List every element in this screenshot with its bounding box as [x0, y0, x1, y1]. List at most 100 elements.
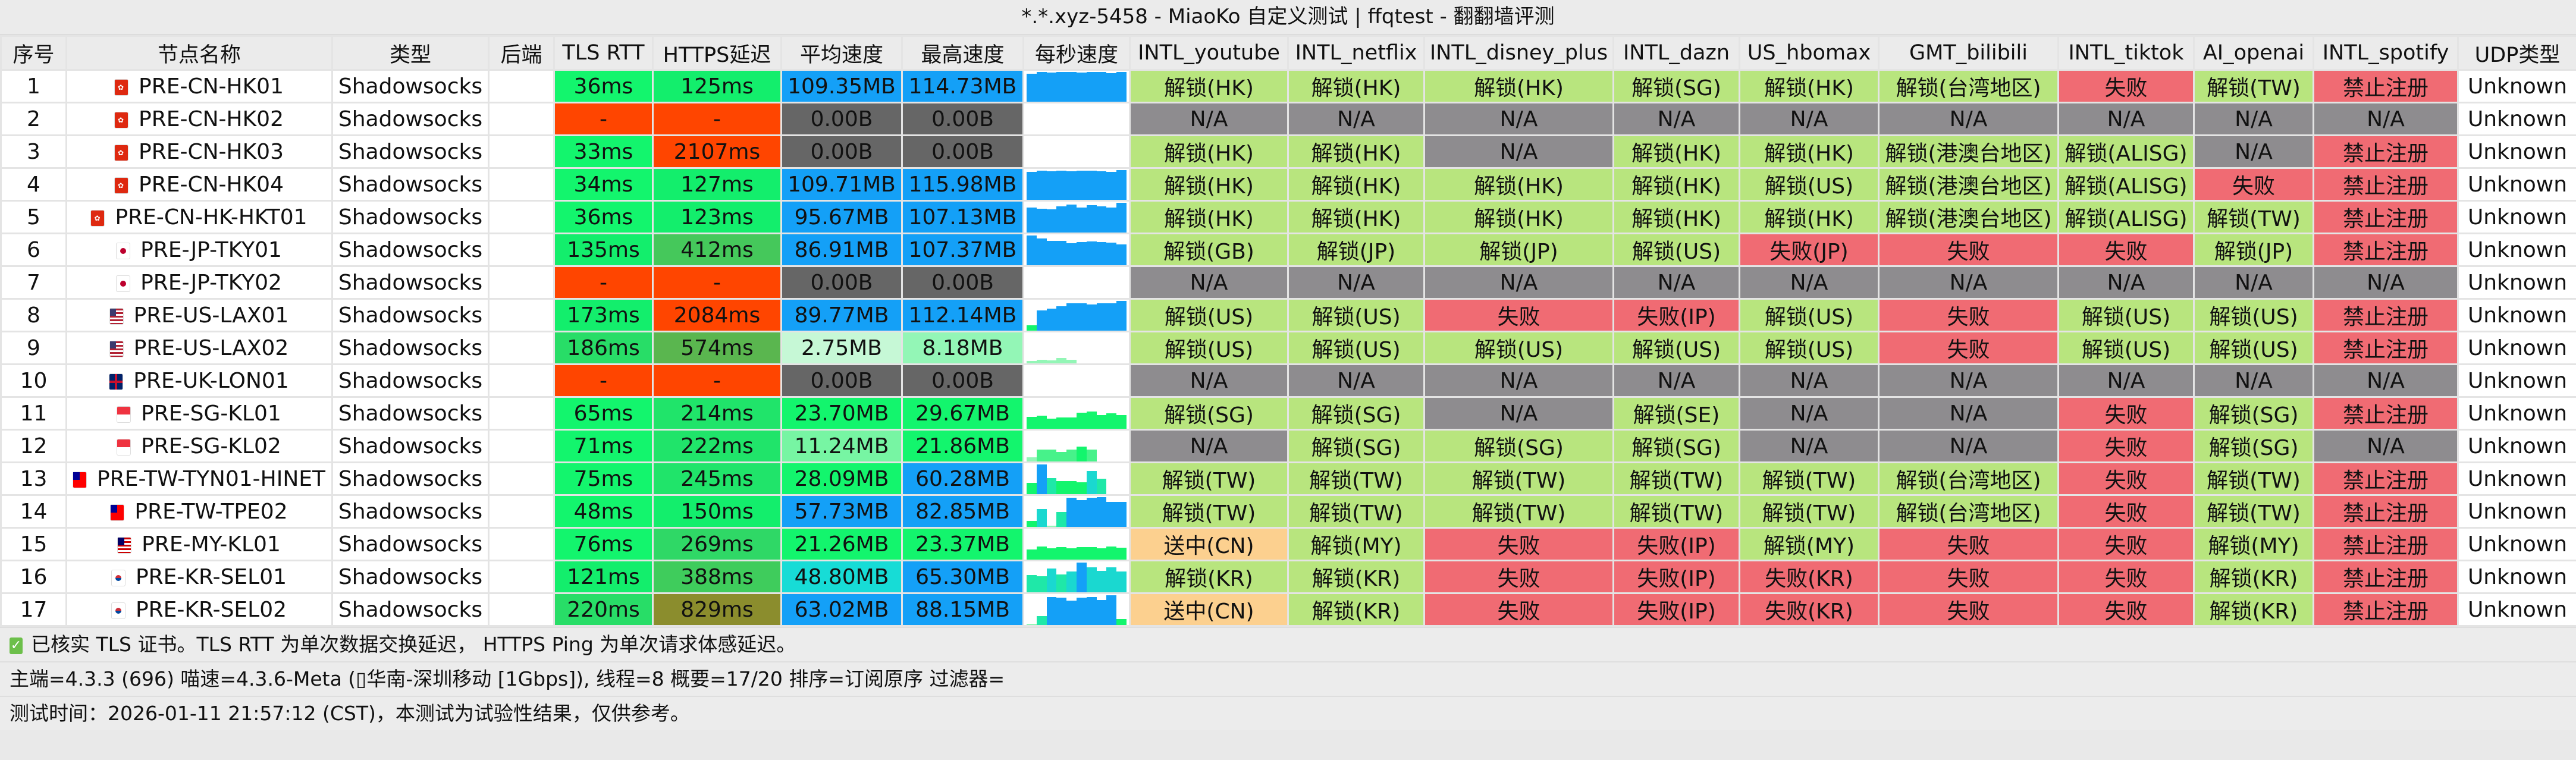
- avg-speed: 89.77MB: [780, 298, 903, 332]
- table-row[interactable]: 17 PRE-KR-SEL02 Shadowsocks 220ms 829ms 63.02…: [0, 592, 2576, 627]
- column-header-disney[interactable]: INTL_disney_plus: [1423, 35, 1614, 71]
- table-row[interactable]: 6 PRE-JP-TKY01 Shadowsocks 135ms 412ms 86.91M…: [0, 233, 2576, 267]
- flag-jp-icon: [117, 243, 130, 259]
- table-row[interactable]: 4 ✿ PRE-CN-HK04 Shadowsocks 34ms 127ms 109.71M…: [0, 167, 2576, 202]
- table-row[interactable]: 5 ✿ PRE-CN-HK-HKT01 Shadowsocks 36ms 123ms 95.…: [0, 200, 2576, 234]
- speed-bar: [1056, 306, 1067, 330]
- https-latency: -: [652, 363, 782, 398]
- column-header-backend[interactable]: 后端: [488, 35, 555, 71]
- speed-bar: [1096, 548, 1107, 559]
- column-header-dazn[interactable]: INTL_dazn: [1612, 35, 1740, 71]
- table-row[interactable]: 1 ✿ PRE-CN-HK01 Shadowsocks 36ms 125ms 109.35M…: [0, 69, 2576, 103]
- unlock-openai: 解锁(MY): [2193, 527, 2314, 561]
- unlock-tiktok: 失败: [2057, 69, 2195, 103]
- speed-bars: [1027, 334, 1127, 363]
- column-header-tls_rtt[interactable]: TLS RTT: [553, 35, 654, 71]
- node-name-cell: PRE-SG-KL02: [65, 429, 333, 463]
- unlock-spotify: 禁止注册: [2313, 494, 2459, 529]
- unlock-openai: 解锁(KR): [2193, 592, 2314, 627]
- row-index: 1: [0, 69, 67, 103]
- speed-bar: [1106, 595, 1117, 624]
- table-row[interactable]: 16 PRE-KR-SEL01 Shadowsocks 121ms 388ms 48.80…: [0, 560, 2576, 594]
- column-header-max[interactable]: 最高速度: [901, 35, 1024, 71]
- speed-bar: [1056, 72, 1067, 101]
- speed-bar: [1046, 209, 1057, 232]
- unlock-spotify: N/A: [2313, 265, 2459, 300]
- table-row[interactable]: 15 PRE-MY-KL01 Shadowsocks 76ms 269ms 21.26MB…: [0, 527, 2576, 561]
- unlock-tiktok: N/A: [2057, 265, 2195, 300]
- per-second-speed-chart: [1022, 592, 1131, 627]
- column-header-spotify[interactable]: INTL_spotify: [2313, 35, 2459, 71]
- table-row[interactable]: 12 PRE-SG-KL02 Shadowsocks 71ms 222ms 11.24MB…: [0, 429, 2576, 463]
- table-row[interactable]: 10 PRE-UK-LON01 Shadowsocks - -0.00B 0.00B N/A…: [0, 363, 2576, 398]
- backend: [488, 265, 555, 300]
- row-index: 2: [0, 102, 67, 136]
- per-second-speed-chart: [1022, 200, 1131, 234]
- column-header-openai[interactable]: AI_openai: [2193, 35, 2314, 71]
- unlock-netflix: 解锁(HK): [1287, 200, 1425, 234]
- unlock-disney: 解锁(SG): [1423, 429, 1614, 463]
- node-type: Shadowsocks: [331, 233, 490, 267]
- unlock-youtube: N/A: [1129, 363, 1289, 398]
- node-name: PRE-US-LAX01: [133, 303, 289, 328]
- unlock-youtube: 解锁(SG): [1129, 396, 1289, 431]
- speed-bar: [1027, 235, 1037, 265]
- unlock-disney: 失败: [1423, 527, 1614, 561]
- column-header-avg[interactable]: 平均速度: [780, 35, 903, 71]
- unlock-spotify: 禁止注册: [2313, 331, 2459, 365]
- column-header-netflix[interactable]: INTL_netflix: [1287, 35, 1425, 71]
- column-header-bilibili[interactable]: GMT_bilibili: [1878, 35, 2059, 71]
- unlock-spotify: 禁止注册: [2313, 461, 2459, 496]
- column-header-udp[interactable]: UDP类型: [2457, 35, 2576, 71]
- unlock-bilibili: N/A: [1878, 102, 2059, 136]
- table-row[interactable]: 8 PRE-US-LAX01 Shadowsocks 173ms 2084ms 89.77…: [0, 298, 2576, 332]
- unlock-hbomax: 解锁(HK): [1739, 134, 1880, 169]
- column-header-tiktok[interactable]: INTL_tiktok: [2057, 35, 2195, 71]
- per-second-speed-chart: [1022, 494, 1131, 529]
- column-header-idx[interactable]: 序号: [0, 35, 67, 71]
- unlock-dazn: 失败(IP): [1612, 560, 1740, 594]
- table-row[interactable]: 2 ✿ PRE-CN-HK02 Shadowsocks - -0.00B 0.00B N/A N…: [0, 102, 2576, 136]
- flag-kr-icon: [111, 602, 125, 618]
- table-row[interactable]: 11 PRE-SG-KL01 Shadowsocks 65ms 214ms 23.70MB…: [0, 396, 2576, 431]
- unlock-tiktok: 解锁(ALISG): [2057, 134, 2195, 169]
- column-header-persec[interactable]: 每秒速度: [1022, 35, 1131, 71]
- column-header-https[interactable]: HTTPS延迟: [652, 35, 782, 71]
- column-header-type[interactable]: 类型: [331, 35, 490, 71]
- unlock-spotify: 禁止注册: [2313, 592, 2459, 627]
- https-latency: 388ms: [652, 560, 782, 594]
- node-name: PRE-US-LAX02: [133, 335, 289, 360]
- table-row[interactable]: 13 PRE-TW-TYN01-HINET Shadowsocks 75ms 245ms…: [0, 461, 2576, 496]
- udp-type: Unknown: [2457, 134, 2576, 169]
- speed-bar: [1116, 548, 1127, 559]
- udp-type: Unknown: [2457, 494, 2576, 529]
- table-row[interactable]: 9 PRE-US-LAX02 Shadowsocks 186ms 574ms 2.75MB…: [0, 331, 2576, 365]
- unlock-dazn: N/A: [1612, 265, 1740, 300]
- unlock-openai: 解锁(JP): [2193, 233, 2314, 267]
- table-row[interactable]: 3 ✿ PRE-CN-HK03 Shadowsocks 33ms 2107ms 0.00B 0…: [0, 134, 2576, 169]
- unlock-openai: 解锁(TW): [2193, 494, 2314, 529]
- window-title: *.*.xyz-5458 - MiaoKo 自定义测试 | ffqtest - …: [0, 0, 2576, 35]
- speed-bar: [1086, 567, 1097, 592]
- unlock-hbomax: 失败(KR): [1739, 560, 1880, 594]
- speed-bar: [1066, 601, 1077, 624]
- speed-bars: [1027, 235, 1127, 265]
- unlock-tiktok: 解锁(US): [2057, 331, 2195, 365]
- unlock-spotify: 禁止注册: [2313, 560, 2459, 594]
- node-name: PRE-CN-HK04: [138, 172, 284, 197]
- speed-bar: [1116, 203, 1127, 232]
- unlock-netflix: 解锁(TW): [1287, 494, 1425, 529]
- unlock-bilibili: 解锁(港澳台地区): [1878, 134, 2059, 169]
- speed-bars: [1027, 105, 1127, 134]
- speed-bar: [1076, 171, 1087, 199]
- unlock-tiktok: 失败: [2057, 396, 2195, 431]
- table-row[interactable]: 14 PRE-TW-TPE02 Shadowsocks 48ms 150ms 57.73M…: [0, 494, 2576, 529]
- tls-rtt: 71ms: [553, 429, 654, 463]
- unlock-hbomax: 解锁(US): [1739, 331, 1880, 365]
- column-header-youtube[interactable]: INTL_youtube: [1129, 35, 1289, 71]
- table-row[interactable]: 7 PRE-JP-TKY02 Shadowsocks - -0.00B 0.00B N/A N…: [0, 265, 2576, 300]
- https-latency: 125ms: [652, 69, 782, 103]
- node-name: PRE-KR-SEL02: [135, 597, 287, 622]
- column-header-name[interactable]: 节点名称: [65, 35, 333, 71]
- column-header-hbomax[interactable]: US_hbomax: [1739, 35, 1880, 71]
